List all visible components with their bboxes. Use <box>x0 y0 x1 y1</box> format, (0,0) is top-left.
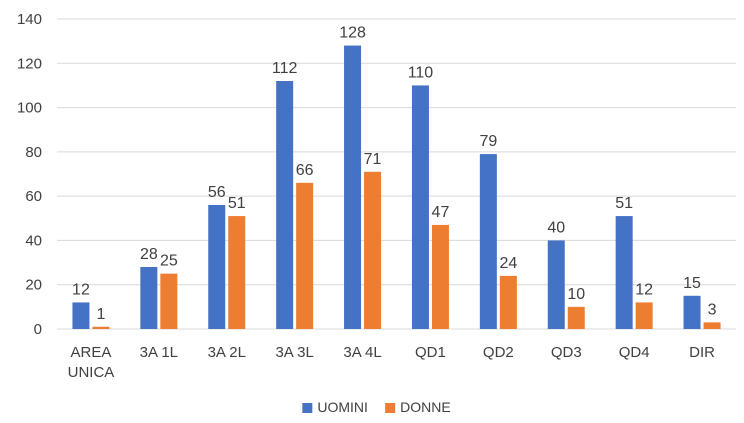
bar-uomini-0 <box>72 302 90 329</box>
bar-donne-5 <box>431 224 449 329</box>
data-label-uomini-1: 28 <box>140 246 158 263</box>
data-label-donne-3: 66 <box>296 162 314 179</box>
data-label-donne-1: 25 <box>160 253 178 270</box>
data-label-uomini-8: 51 <box>615 195 633 212</box>
data-label-uomini-4: 128 <box>339 25 366 42</box>
bar-donne-7 <box>567 306 585 329</box>
y-tick-label: 140 <box>17 11 42 28</box>
bar-donne-2 <box>228 216 246 329</box>
y-tick-label: 120 <box>17 55 42 72</box>
bar-uomini-5 <box>411 85 429 329</box>
x-axis-ticks: AREA UNICA 3A 1L 3A 2L 3A 3L 3A 4L QD1 QD2 QD3 QD… <box>68 344 716 381</box>
data-label-donne-7: 10 <box>567 286 585 303</box>
x-tick-label-line: QD1 <box>415 344 446 361</box>
bar-uomini-9 <box>683 295 701 329</box>
bar-uomini-1 <box>140 267 158 329</box>
bar-uomini-4 <box>344 45 362 329</box>
legend: UOMINI DONNE <box>302 399 451 415</box>
x-tick-label: QD1 <box>415 344 446 361</box>
x-tick-label-line: QD2 <box>483 344 514 361</box>
data-label-uomini-0: 12 <box>72 281 90 298</box>
bar-donne-9 <box>703 322 721 329</box>
x-tick-label-line: 3A 4L <box>343 344 381 361</box>
x-tick-label-line: QD4 <box>619 344 650 361</box>
legend-swatch-uomini <box>302 403 313 413</box>
data-label-uomini-3: 112 <box>272 60 298 77</box>
bar-donne-4 <box>364 171 382 329</box>
data-label-donne-4: 71 <box>364 151 382 168</box>
y-tick-label: 60 <box>25 188 42 205</box>
y-tick-label: 0 <box>34 321 42 338</box>
data-label-uomini-9: 15 <box>683 275 701 292</box>
x-tick-label: QD3 <box>551 344 582 361</box>
data-label-uomini-7: 40 <box>547 219 565 236</box>
data-label-donne-9: 3 <box>708 301 717 318</box>
bar-uomini-3 <box>276 81 294 329</box>
data-label-donne-2: 51 <box>228 195 246 212</box>
bar-uomini-7 <box>547 240 565 329</box>
x-tick-label-line: 3A 2L <box>208 344 246 361</box>
bars <box>72 45 721 329</box>
x-tick-label-line: 3A 1L <box>140 344 178 361</box>
x-tick-label: AREA UNICA <box>68 344 115 381</box>
data-label-uomini-5: 110 <box>408 64 434 81</box>
y-tick-label: 100 <box>17 100 42 117</box>
bar-donne-6 <box>499 275 517 329</box>
x-tick-label: 3A 1L <box>140 344 178 361</box>
y-tick-label: 20 <box>25 277 42 294</box>
data-label-uomini-6: 79 <box>479 133 497 150</box>
legend-label-uomini: UOMINI <box>317 399 368 415</box>
bar-uomini-8 <box>615 216 633 329</box>
x-tick-label-line: QD3 <box>551 344 582 361</box>
legend-label-donne: DONNE <box>400 399 451 415</box>
x-tick-label: QD4 <box>619 344 650 361</box>
bar-donne-1 <box>160 273 178 329</box>
y-tick-label: 40 <box>25 232 42 249</box>
data-label-donne-0: 1 <box>96 306 105 323</box>
bar-donne-3 <box>296 182 314 329</box>
bar-uomini-2 <box>208 205 226 329</box>
x-tick-label-line: DIR <box>689 344 715 361</box>
gridlines <box>57 18 736 330</box>
x-tick-label-line: UNICA <box>68 364 115 381</box>
bar-donne-0 <box>92 326 110 329</box>
data-label-donne-8: 12 <box>635 281 653 298</box>
data-label-donne-6: 24 <box>499 255 517 272</box>
bar-donne-8 <box>635 302 653 329</box>
legend-swatch-donne <box>385 403 396 413</box>
x-tick-label: QD2 <box>483 344 514 361</box>
x-tick-label-line: AREA <box>71 344 112 361</box>
data-label-uomini-2: 56 <box>208 184 226 201</box>
x-tick-label: DIR <box>689 344 715 361</box>
x-tick-label: 3A 4L <box>343 344 381 361</box>
bar-uomini-6 <box>479 154 497 329</box>
y-tick-label: 80 <box>25 144 42 161</box>
data-label-donne-5: 47 <box>432 204 450 221</box>
x-tick-label-line: 3A 3L <box>275 344 313 361</box>
x-tick-label: 3A 2L <box>208 344 246 361</box>
y-axis-ticks: 0 20 40 60 80 100 120 140 <box>17 11 42 338</box>
x-tick-label: 3A 3L <box>275 344 313 361</box>
